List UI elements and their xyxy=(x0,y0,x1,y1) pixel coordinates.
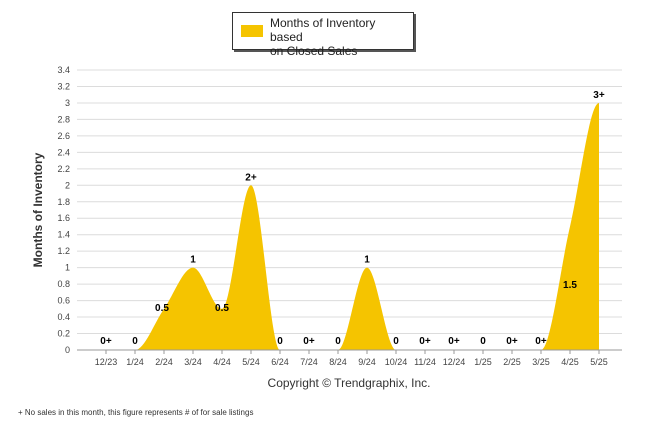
x-tick-label: 1/25 xyxy=(474,357,492,367)
y-tick-label: 1.6 xyxy=(57,213,70,223)
y-tick-label: 3.4 xyxy=(57,65,70,75)
data-label: 0+ xyxy=(100,336,112,347)
x-tick-label: 2/25 xyxy=(503,357,521,367)
y-axis-label: Months of Inventory xyxy=(31,152,45,267)
data-labels: 0+ 0 0.5 1 0.5 2+ 0 0+ 0 1 0 0+ 0+ 0 0+ 0+ 1.5 3+ xyxy=(100,90,605,347)
x-tick-label: 8/24 xyxy=(329,357,347,367)
y-tick-label: 0.6 xyxy=(57,296,70,306)
y-tick-label: 1.2 xyxy=(57,246,70,256)
y-tick-label: 0.2 xyxy=(57,329,70,339)
data-label: 1.5 xyxy=(563,280,577,291)
x-tick-label: 9/24 xyxy=(358,357,376,367)
y-tick-label: 2.6 xyxy=(57,131,70,141)
legend-label: Months of Inventory based on Closed Sale… xyxy=(270,16,410,58)
y-tick-label: 1.4 xyxy=(57,230,70,240)
legend: Months of Inventory based on Closed Sale… xyxy=(232,12,414,58)
copyright: Copyright © Trendgraphix, Inc. xyxy=(268,376,431,390)
series-area xyxy=(106,102,599,350)
x-tick-label: 12/23 xyxy=(95,357,118,367)
data-label: 1 xyxy=(364,255,370,266)
series-area-fill xyxy=(106,102,599,350)
x-tick-label: 10/24 xyxy=(385,357,408,367)
data-label: 0 xyxy=(277,336,283,347)
footnote: + No sales in this month, this figure re… xyxy=(18,408,253,417)
x-tick-label: 5/24 xyxy=(242,357,260,367)
x-tick-label: 3/24 xyxy=(184,357,202,367)
data-label: 0 xyxy=(132,336,138,347)
data-label: 0+ xyxy=(303,336,315,347)
x-tick-label: 7/24 xyxy=(300,357,318,367)
data-label: 0 xyxy=(480,336,486,347)
data-label: 2+ xyxy=(245,172,257,183)
legend-label-line1: Months of Inventory based xyxy=(270,16,376,44)
data-label: 0 xyxy=(335,336,341,347)
y-tick-label: 1 xyxy=(65,263,70,273)
y-tick-label: 1.8 xyxy=(57,197,70,207)
data-label: 0 xyxy=(393,336,399,347)
x-tick-label: 6/24 xyxy=(271,357,289,367)
y-tick-label: 2.2 xyxy=(57,164,70,174)
y-tick-label: 0.8 xyxy=(57,279,70,289)
legend-label-line2: on Closed Sales xyxy=(270,44,358,58)
data-label: 0+ xyxy=(506,336,518,347)
x-tick-label: 2/24 xyxy=(155,357,173,367)
data-label: 1 xyxy=(190,255,196,266)
x-tick-label: 11/24 xyxy=(414,357,436,367)
legend-swatch xyxy=(241,25,263,37)
x-tick-label: 1/24 xyxy=(126,357,144,367)
x-tick-label: 4/25 xyxy=(561,357,579,367)
y-tick-label: 3.2 xyxy=(57,81,70,91)
y-tick-label: 0.4 xyxy=(57,312,70,322)
y-tick-label: 2.4 xyxy=(57,147,70,157)
data-label: 0+ xyxy=(448,336,460,347)
x-tick-label: 12/24 xyxy=(443,357,466,367)
axes: 0 0.2 0.4 0.6 0.8 1 1.2 1.4 1.6 1.8 2 2.2 2.4 2.6 2.8 3… xyxy=(57,65,622,367)
y-tick-label: 3 xyxy=(65,98,70,108)
data-label: 0+ xyxy=(535,336,547,347)
data-label: 0.5 xyxy=(215,303,229,314)
y-tick-label: 2 xyxy=(65,180,70,190)
x-tick-label: 5/25 xyxy=(590,357,608,367)
y-tick-label: 2.8 xyxy=(57,114,70,124)
data-label: 0+ xyxy=(419,336,431,347)
data-label: 0.5 xyxy=(155,303,169,314)
y-tick-label: 0 xyxy=(65,345,70,355)
x-tick-label: 3/25 xyxy=(532,357,550,367)
data-label: 3+ xyxy=(593,90,605,101)
x-tick-label: 4/24 xyxy=(213,357,231,367)
